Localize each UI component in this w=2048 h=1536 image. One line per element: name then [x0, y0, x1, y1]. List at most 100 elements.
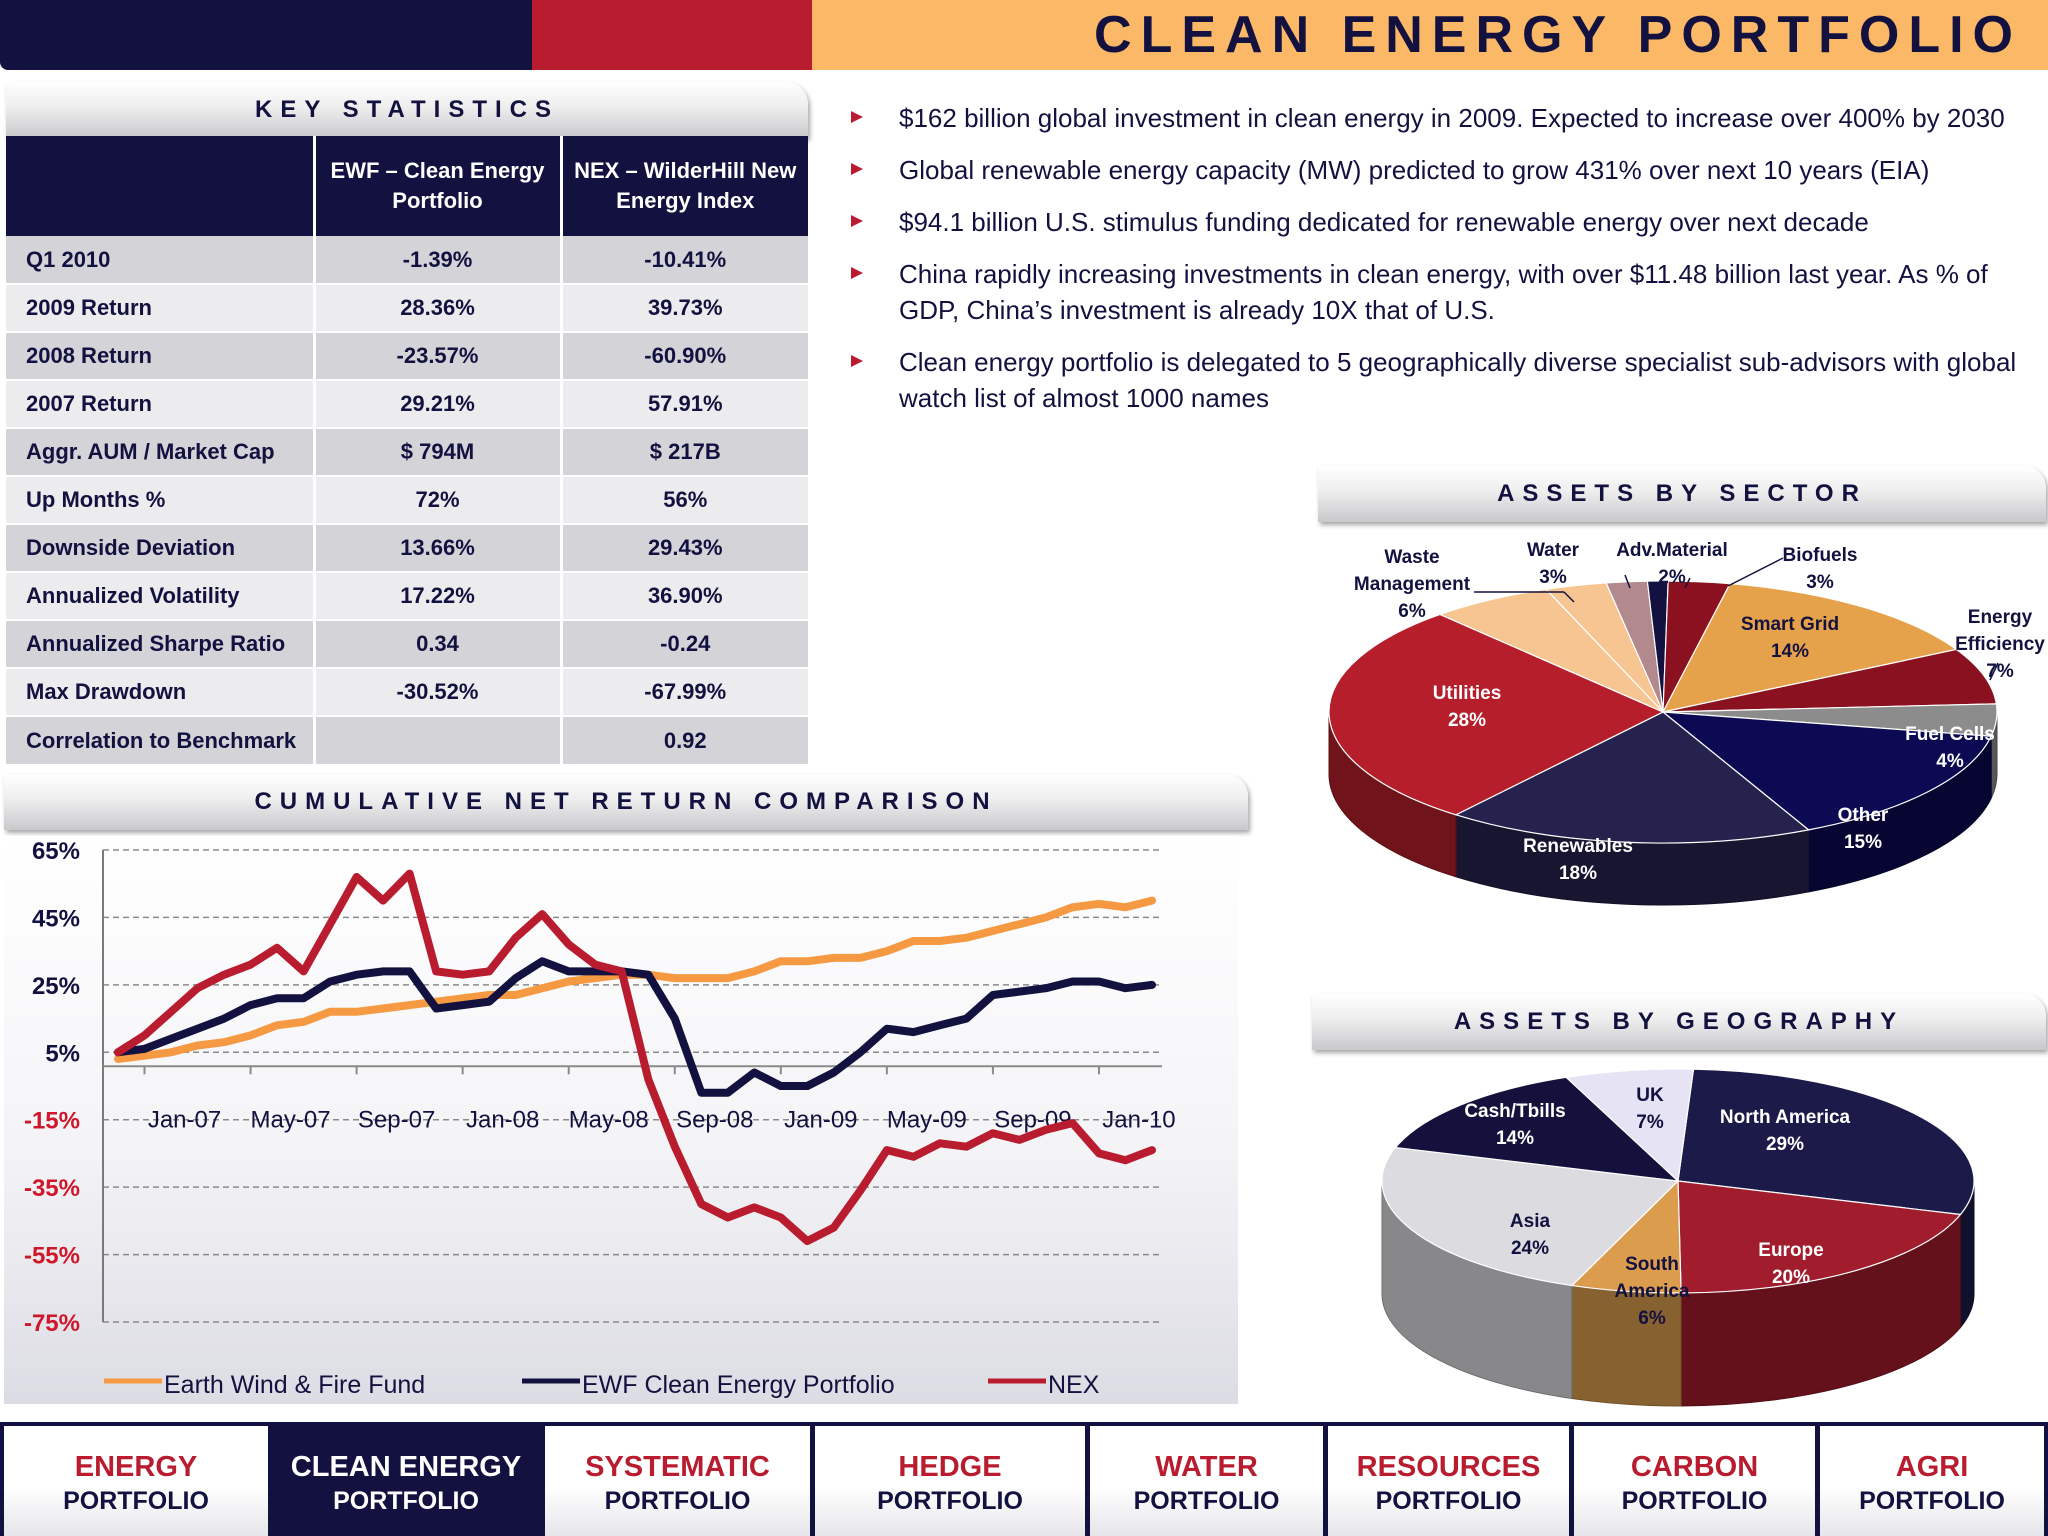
nav-tab-systematic[interactable]: SYSTEMATIC PORTFOLIO	[545, 1426, 810, 1536]
pie-label-line: Management	[1354, 574, 1471, 595]
nav-tab-subtitle: PORTFOLIO	[1859, 1487, 2005, 1515]
pie-leader-line	[1684, 577, 1691, 589]
stat-ewf-value: 29.21%	[312, 379, 561, 428]
pie-label-line: Efficiency	[1955, 634, 2045, 655]
pie-label: South America 6%	[1615, 1254, 1690, 1329]
x-tick-label: Sep-08	[676, 1107, 753, 1134]
pie-slice-side	[1571, 1284, 1682, 1407]
bullet-arrow-icon	[851, 355, 863, 367]
nav-tab-energy[interactable]: ENERGY PORTFOLIO	[4, 1426, 268, 1536]
table-row: Q1 2010 -1.39% -10.41%	[6, 236, 808, 284]
nav-tab-title: WATER	[1155, 1451, 1258, 1483]
pie-label-line: Adv.Material	[1616, 540, 1728, 561]
key-statistics-header: KEY STATISTICS	[6, 82, 808, 138]
pie-label-line: America	[1615, 1281, 1690, 1302]
nav-tab-clean-energy[interactable]: CLEAN ENERGY PORTFOLIO	[272, 1426, 540, 1536]
pie-label: Biofuels 3%	[1783, 545, 1858, 593]
nav-tab-carbon[interactable]: CARBON PORTFOLIO	[1574, 1426, 1815, 1536]
x-tick-label: Sep-07	[358, 1107, 435, 1134]
nav-tab-title: CLEAN ENERGY	[290, 1451, 522, 1483]
bullet-arrow-icon	[851, 111, 863, 123]
table-row: 2008 Return -23.57% -60.90%	[6, 331, 808, 380]
stat-ewf-value: 28.36%	[312, 283, 561, 332]
nav-tab-subtitle: PORTFOLIO	[1375, 1487, 1522, 1515]
pie-label-line: 14%	[1771, 641, 1809, 662]
pie-label-line: Renewables	[1523, 836, 1633, 857]
pie-slice	[1564, 1068, 1695, 1183]
nav-tab-hedge[interactable]: HEDGE PORTFOLIO	[815, 1426, 1085, 1536]
stat-nex-value: 0.92	[559, 715, 808, 764]
pie-label-line: Smart Grid	[1741, 614, 1839, 635]
pie-label: Asia 24%	[1510, 1211, 1551, 1259]
stat-nex-value: -0.24	[559, 619, 808, 668]
y-tick-label: 5%	[45, 1040, 80, 1067]
bullet-arrow-icon	[851, 215, 863, 227]
y-tick-label: 45%	[32, 905, 80, 932]
pie-label: UK 7%	[1636, 1085, 1664, 1133]
pie-label-line: Biofuels	[1783, 545, 1858, 566]
pie-label-line: 2%	[1658, 567, 1686, 588]
stat-label: 2007 Return	[6, 379, 314, 428]
nav-tab-agri[interactable]: AGRI PORTFOLIO	[1820, 1426, 2044, 1536]
bullet-item: China rapidly increasing investments in …	[850, 256, 2025, 328]
pie-label: Waste Management 6%	[1354, 547, 1471, 622]
bullet-text: Global renewable energy capacity (MW) pr…	[899, 155, 1930, 185]
series-line-nex	[114, 869, 1156, 1246]
bullet-arrow-icon	[851, 163, 863, 175]
pie-label-line: 7%	[1636, 1112, 1664, 1133]
pie-label: Adv.Material 2%	[1616, 540, 1728, 588]
assets-by-sector-chart: Waste Management 6% Water 3% Adv.Material 2% Bi…	[1328, 540, 2045, 906]
pie-label: Fuel Cells 4%	[1905, 724, 1995, 772]
table-row: Aggr. AUM / Market Cap $ 794M $ 217B	[6, 427, 808, 476]
pie-label: Smart Grid 14%	[1741, 614, 1839, 662]
table-row: Up Months % 72% 56%	[6, 475, 808, 524]
stat-ewf-value: -1.39%	[312, 236, 561, 284]
banner-navy-segment	[0, 0, 532, 70]
y-tick-label: 25%	[32, 973, 80, 1000]
stat-nex-value: 36.90%	[559, 571, 808, 620]
x-tick-label: Jan-09	[784, 1107, 857, 1134]
nav-tab-title: AGRI	[1895, 1451, 1969, 1483]
stat-ewf-value: $ 794M	[312, 427, 561, 476]
nav-tab-water[interactable]: WATER PORTFOLIO	[1090, 1426, 1323, 1536]
stat-nex-value: $ 217B	[559, 427, 808, 476]
pie-label-line: 20%	[1772, 1267, 1810, 1288]
table-header-ewf: EWF – Clean Energy Portfolio	[312, 136, 561, 236]
pie-label-line: 29%	[1766, 1134, 1804, 1155]
bullet-list: $162 billion global investment in clean …	[850, 100, 2025, 432]
portfolio-nav-bar: ENERGY PORTFOLIO CLEAN ENERGY PORTFOLIO SYST…	[0, 1422, 2048, 1536]
nav-tab-title: SYSTEMATIC	[585, 1451, 770, 1483]
legend-label: EWF Clean Energy Portfolio	[582, 1371, 895, 1399]
legend-label: NEX	[1048, 1371, 1100, 1399]
bullet-item: Clean energy portfolio is delegated to 5…	[850, 344, 2025, 416]
pie-label-line: 14%	[1496, 1128, 1534, 1149]
table-row: 2007 Return 29.21% 57.91%	[6, 379, 808, 428]
table-header-nex: NEX – WilderHill New Energy Index	[559, 136, 808, 236]
pie-label: Renewables 18%	[1523, 836, 1633, 884]
pie-label-line: 18%	[1559, 863, 1597, 884]
stat-label: Annualized Sharpe Ratio	[6, 619, 314, 668]
pie-label-line: Cash/Tbills	[1464, 1101, 1565, 1122]
stat-label: Q1 2010	[6, 236, 314, 284]
pie-label-line: 3%	[1539, 567, 1567, 588]
pie-leader-line	[1727, 557, 1784, 587]
nav-tab-title: RESOURCES	[1356, 1451, 1541, 1483]
pie-slice	[1661, 711, 1993, 831]
pie-slice	[1677, 1180, 1962, 1294]
y-tick-label: -15%	[24, 1108, 80, 1135]
cumulative-return-header: CUMULATIVE NET RETURN COMPARISON	[4, 774, 1248, 830]
bullet-text: $162 billion global investment in clean …	[899, 103, 2005, 133]
nav-tab-title: HEDGE	[898, 1451, 1002, 1483]
pie-label-line: 15%	[1844, 832, 1882, 853]
pie-label: Energy Efficiency 7%	[1955, 607, 2045, 682]
stat-label: Annualized Volatility	[6, 571, 314, 620]
table-header-row: EWF – Clean Energy Portfolio NEX – Wilde…	[6, 136, 808, 236]
stat-nex-value: 29.43%	[559, 523, 808, 572]
y-tick-label: 65%	[32, 838, 80, 865]
pie-label-line: UK	[1636, 1085, 1664, 1106]
nav-tab-resources[interactable]: RESOURCES PORTFOLIO	[1328, 1426, 1569, 1536]
table-row: Correlation to Benchmark 0.92	[6, 715, 808, 764]
nav-tab-subtitle: PORTFOLIO	[604, 1487, 751, 1515]
bullet-item: $162 billion global investment in clean …	[850, 100, 2025, 136]
pie-slice	[1381, 1146, 1680, 1287]
